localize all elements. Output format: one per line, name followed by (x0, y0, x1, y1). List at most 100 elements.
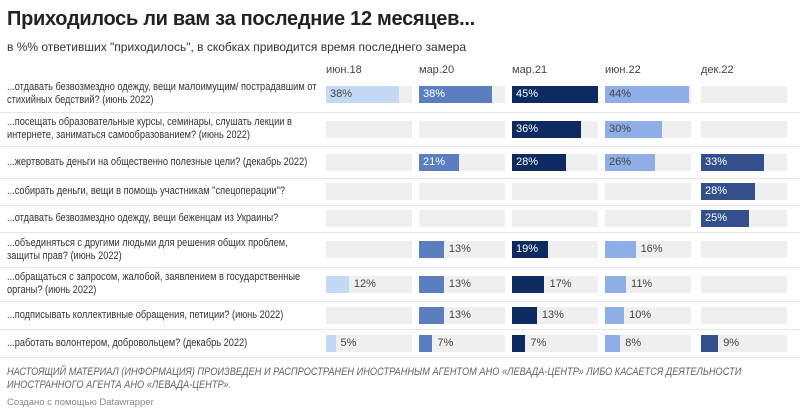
table-row: ...жертвовать деньги на общественно поле… (0, 146, 800, 179)
bar (419, 275, 444, 293)
data-label: 13% (448, 308, 471, 321)
bar-track: 13% (419, 241, 505, 258)
table-row: ...посещать образовательные курсы, семин… (0, 112, 800, 147)
bar (701, 334, 719, 352)
bar (605, 275, 627, 293)
bar (512, 153, 566, 171)
bar-track: 9% (701, 334, 787, 352)
bar (326, 334, 336, 352)
data-label: 17% (549, 277, 572, 290)
data-label: 5% (340, 336, 357, 349)
bar-track (419, 183, 505, 200)
bar-track (701, 85, 787, 103)
bar-track: 28% (512, 153, 598, 171)
bar-track (419, 210, 505, 227)
row-label-box: ...обращаться с запросом, жалобой, заявл… (7, 267, 319, 301)
table-row: ...работать волонтером, добровольцем? (д… (0, 329, 800, 358)
data-label: 10% (629, 308, 652, 321)
bar-track: 36% (512, 120, 598, 138)
credit-link[interactable]: Создано с помощью Datawrapper (7, 397, 154, 408)
row-label-box: ...работать волонтером, добровольцем? (д… (7, 329, 319, 357)
bar (419, 85, 492, 103)
row-label-box: ...отдавать безвозмездно одежду, вещи бе… (7, 205, 319, 232)
bar (605, 241, 636, 258)
bar (512, 85, 598, 103)
row-label: ...собирать деньги, вещи в помощь участн… (7, 185, 286, 197)
data-label: 33% (705, 155, 728, 168)
bar-track: 13% (419, 306, 505, 324)
bar-track (419, 120, 505, 138)
column-header: июн.18 (326, 64, 362, 76)
bar-track: 7% (512, 334, 598, 352)
bar-track: 38% (419, 85, 505, 103)
bar (605, 153, 655, 171)
bar-track: 12% (326, 275, 412, 293)
row-label-box: ...жертвовать деньги на общественно поле… (7, 146, 319, 178)
data-label: 45% (516, 87, 539, 100)
data-label: 13% (448, 277, 471, 290)
data-label: 26% (609, 155, 632, 168)
bar-track: 16% (605, 241, 691, 258)
bar-track: 7% (419, 334, 505, 352)
bar-track: 44% (605, 85, 691, 103)
bar-track (326, 241, 412, 258)
footer: НАСТОЯЩИЙ МАТЕРИАЛ (ИНФОРМАЦИЯ) ПРОИЗВЕД… (7, 366, 793, 408)
chart-subtitle: в %% ответивших "приходилось", в скобках… (7, 40, 466, 54)
data-label: 19% (516, 243, 539, 255)
data-label: 7% (530, 336, 547, 349)
column-header: мар.20 (419, 64, 455, 76)
bar (419, 334, 433, 352)
data-label: 28% (705, 185, 728, 197)
bar-track (326, 120, 412, 138)
bar-track: 33% (701, 153, 787, 171)
row-label-box: ...подписывать коллективные обращения, п… (7, 301, 319, 329)
bar-track (326, 153, 412, 171)
bar (701, 153, 765, 171)
column-header: мар.21 (512, 64, 548, 76)
row-label: ...отдавать безвозмездно одежду, вещи ма… (7, 81, 317, 106)
bar-track: 13% (512, 306, 598, 324)
data-label: 12% (353, 277, 376, 290)
column-header: дек.22 (701, 64, 734, 76)
footer-note: НАСТОЯЩИЙ МАТЕРИАЛ (ИНФОРМАЦИЯ) ПРОИЗВЕД… (7, 366, 742, 391)
data-label: 16% (640, 243, 663, 255)
column-header: июн.22 (605, 64, 641, 76)
bar (605, 85, 690, 103)
bar (419, 306, 444, 324)
row-label-box: ...объединяться с другими людьми для реш… (7, 232, 319, 267)
data-label: 9% (723, 336, 740, 349)
bar-track (326, 306, 412, 324)
bar-track: 11% (605, 275, 691, 293)
data-label: 25% (705, 212, 728, 224)
bar-track: 21% (419, 153, 505, 171)
table-row: ...собирать деньги, вещи в помощь участн… (0, 178, 800, 206)
bar-track: 30% (605, 120, 691, 138)
data-label: 8% (625, 336, 642, 349)
bar-track (701, 241, 787, 258)
bar (326, 275, 349, 293)
row-label: ...объединяться с другими людьми для реш… (7, 236, 288, 262)
table-row: ...отдавать безвозмездно одежду, вещи ма… (0, 76, 800, 113)
bar-track (701, 120, 787, 138)
bar-track (605, 183, 691, 200)
bar-track (512, 183, 598, 200)
bar-track: 26% (605, 153, 691, 171)
bar (326, 85, 399, 103)
bar-track: 19% (512, 241, 598, 258)
row-label: ...посещать образовательные курсы, семин… (7, 116, 292, 141)
row-label-box: ...отдавать безвозмездно одежду, вещи ма… (7, 76, 319, 112)
data-label: 36% (516, 122, 539, 135)
bar-track: 25% (701, 210, 787, 227)
data-label: 38% (423, 87, 446, 100)
bar-track: 10% (605, 306, 691, 324)
table-row: ...обращаться с запросом, жалобой, заявл… (0, 267, 800, 302)
table-row: ...подписывать коллективные обращения, п… (0, 301, 800, 330)
row-label: ...обращаться с запросом, жалобой, заявл… (7, 271, 301, 296)
row-label: ...жертвовать деньги на общественно поле… (7, 155, 308, 168)
bar (701, 183, 755, 200)
bar-track (326, 183, 412, 200)
data-label: 44% (609, 87, 632, 100)
bar-track: 13% (419, 275, 505, 293)
table-row: ...объединяться с другими людьми для реш… (0, 232, 800, 268)
